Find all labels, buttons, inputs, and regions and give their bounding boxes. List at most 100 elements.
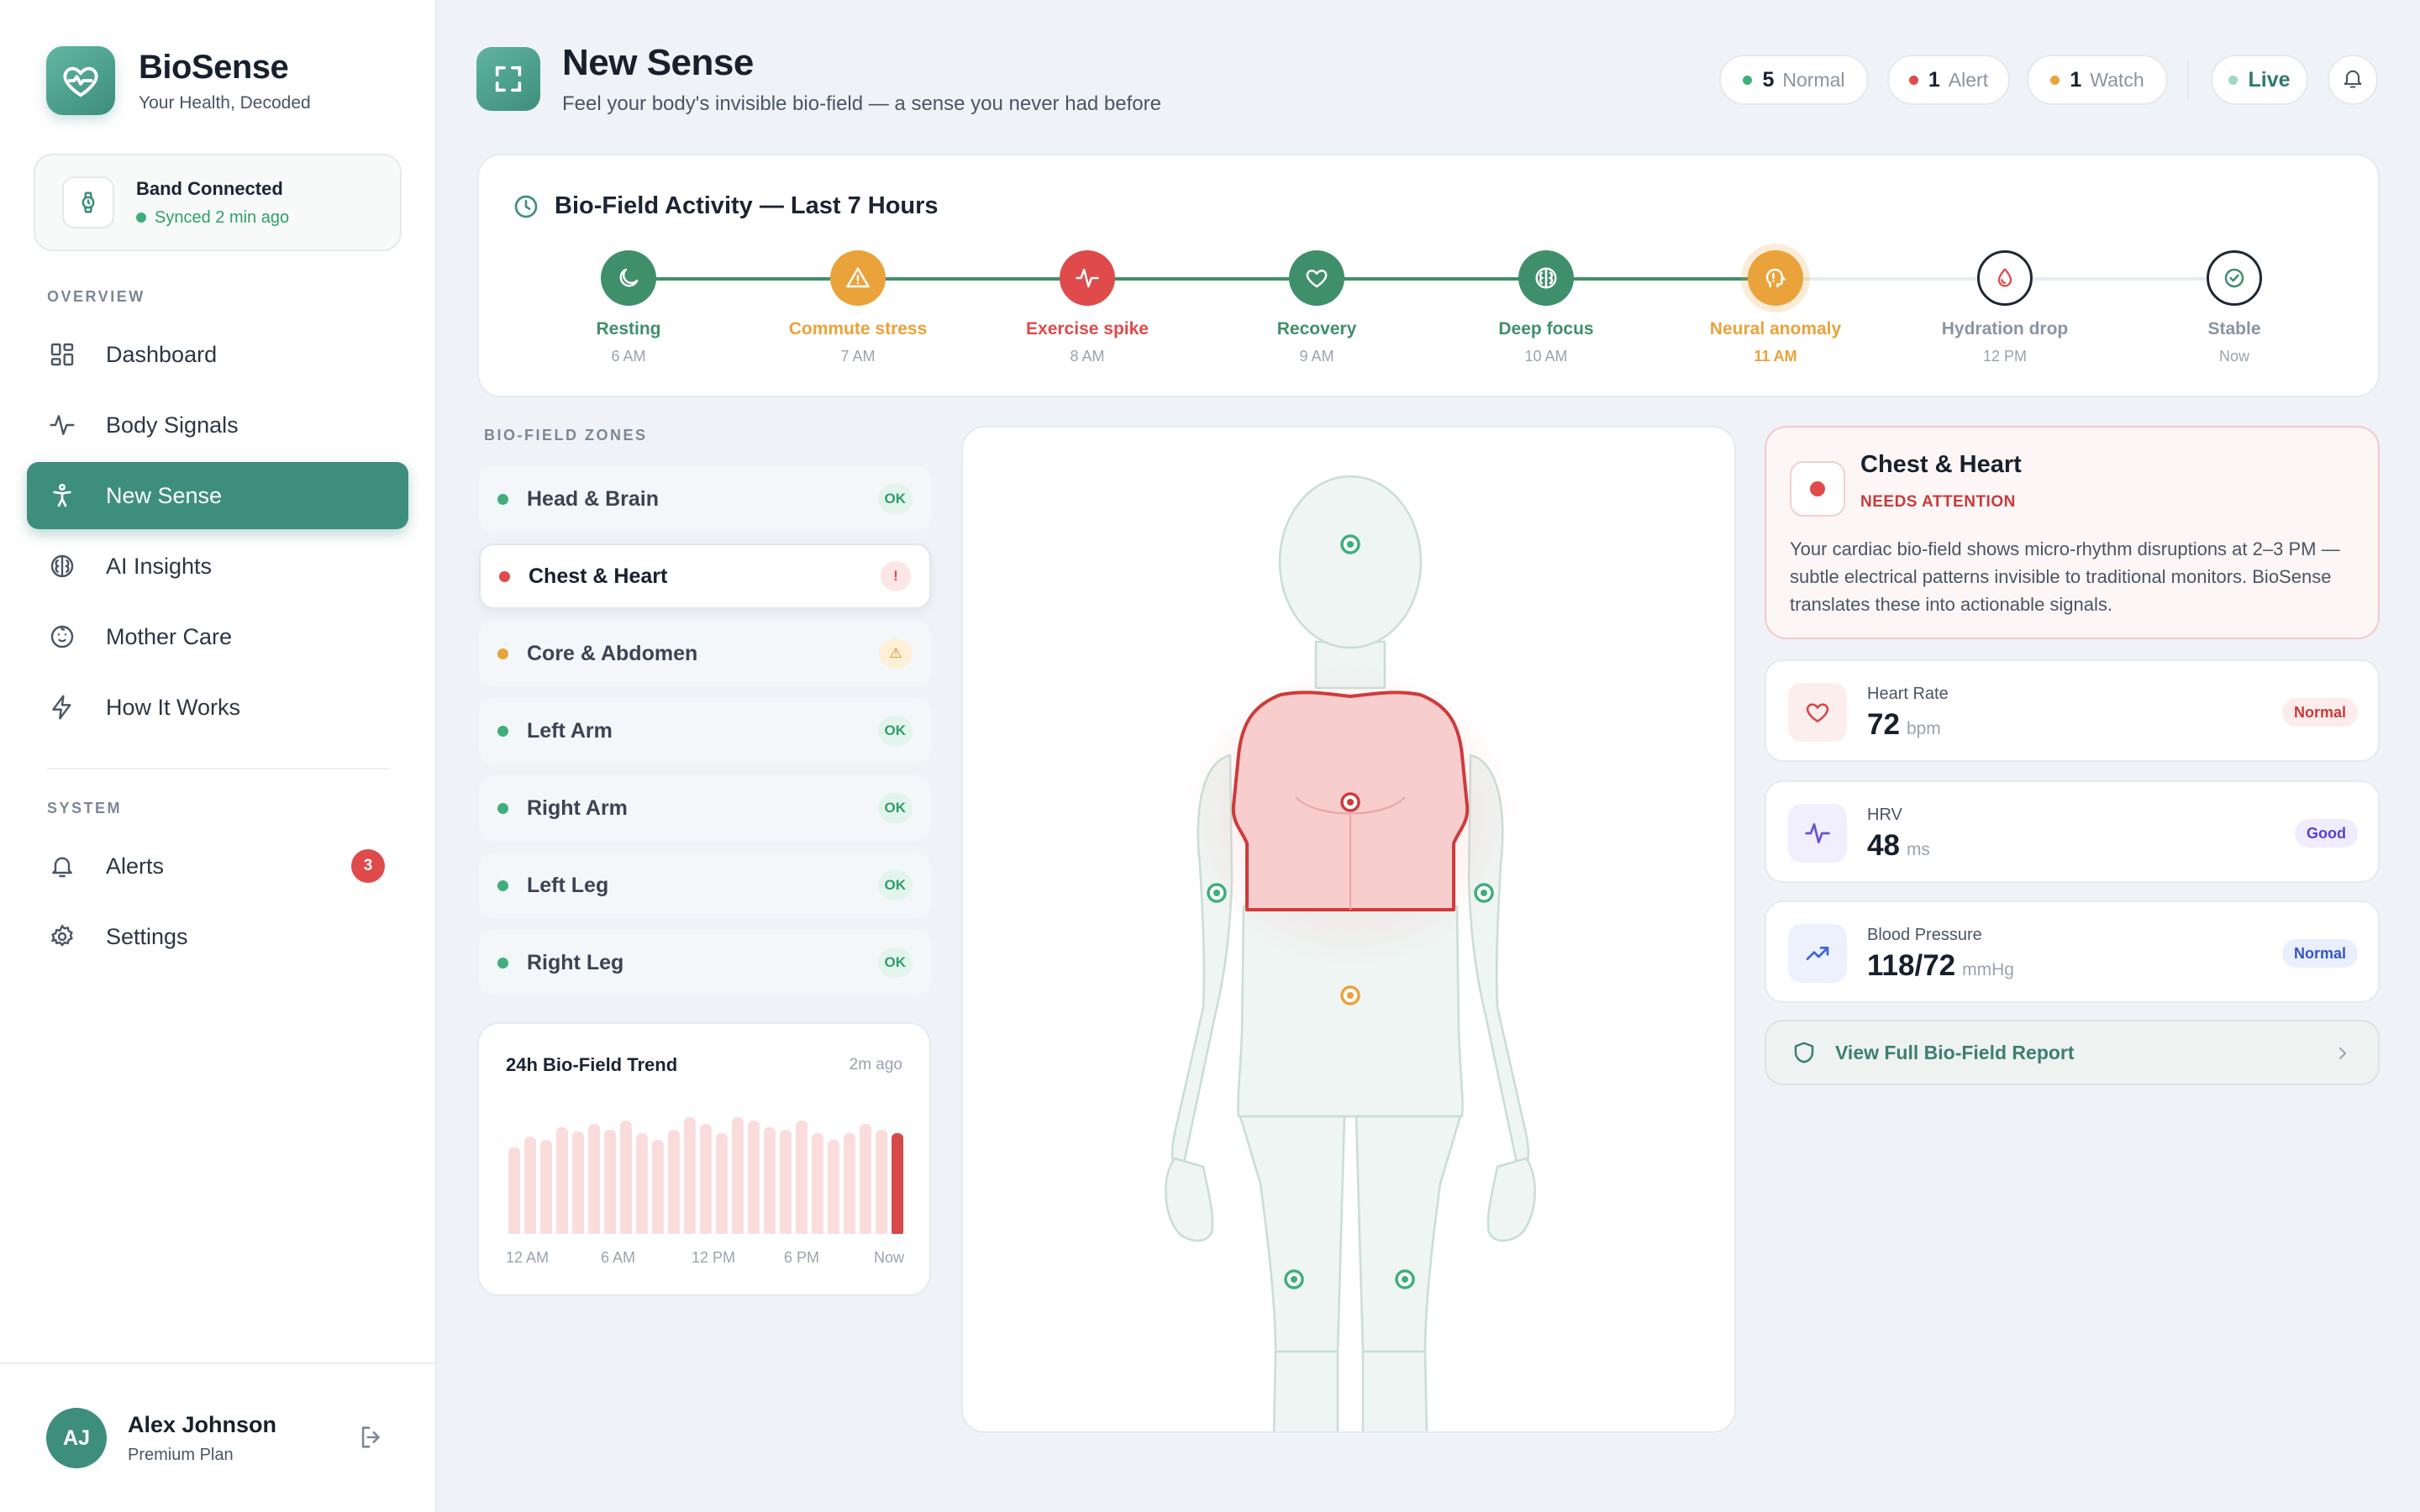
page-subtitle: Feel your body's invisible bio-field — a…	[562, 92, 1161, 115]
alert-dot-icon	[1790, 461, 1845, 517]
brand[interactable]: BioSense Your Health, Decoded	[46, 46, 311, 115]
trend-updated: 2m ago	[849, 1056, 902, 1074]
metric-hrv[interactable]: HRV 48 ms Good	[1765, 780, 2380, 883]
timeline-step-deep-focus[interactable]: Deep focus 10 AM	[1437, 250, 1655, 365]
timeline-step-resting[interactable]: Resting 6 AM	[519, 250, 738, 365]
scan-frame-icon	[476, 47, 540, 111]
status-pill-normal[interactable]: 5 Normal	[1719, 55, 1869, 105]
trend-bar	[748, 1121, 760, 1234]
timeline-step-hydration-drop[interactable]: Hydration drop 12 PM	[1896, 250, 2114, 365]
metric-status-badge: Good	[2295, 819, 2358, 848]
timeline-step-commute-stress[interactable]: Commute stress 7 AM	[749, 250, 967, 365]
nav-item-dashboard[interactable]: Dashboard	[27, 321, 408, 388]
timeline-step-exercise-spike[interactable]: Exercise spike 8 AM	[978, 250, 1197, 365]
brand-name: BioSense	[139, 48, 289, 86]
trend-bar	[619, 1121, 632, 1234]
nav-item-alerts[interactable]: Alerts 3	[27, 832, 408, 900]
page-header: New Sense Feel your body's invisible bio…	[476, 42, 1161, 116]
step-time: 12 PM	[1982, 348, 2028, 365]
nav-item-new-sense[interactable]: New Sense	[27, 462, 408, 529]
logout-icon[interactable]	[357, 1423, 386, 1456]
report-button-label: View Full Bio-Field Report	[1835, 1041, 2075, 1063]
trend-tick: 12 PM	[692, 1249, 736, 1266]
body-zone-core-abdomen	[1237, 905, 1464, 1118]
bolt-icon	[47, 692, 77, 722]
warning-icon	[830, 250, 886, 306]
avatar[interactable]: AJ	[46, 1408, 107, 1468]
body-zone-head-brain	[1278, 475, 1423, 649]
zone-core-abdomen[interactable]: Core & Abdomen ⚠	[479, 621, 931, 686]
status-pill-watch[interactable]: 1 Watch	[2027, 55, 2168, 105]
step-time: 9 AM	[1299, 348, 1334, 365]
shield-icon	[1794, 1042, 1814, 1063]
live-label: Live	[2248, 67, 2291, 92]
body-zone-right-foot	[1361, 1350, 1428, 1431]
trend-tick: Now	[874, 1249, 905, 1266]
body-zone-right-leg	[1355, 1115, 1462, 1353]
brain-icon	[47, 551, 77, 581]
step-label: Stable	[2207, 319, 2261, 339]
metric-heart-rate[interactable]: Heart Rate 72 bpm Normal	[1765, 659, 2380, 762]
metric-status-badge: Normal	[2281, 939, 2358, 968]
timeline-title: Bio-Field Activity — Last 7 Hours	[513, 192, 939, 220]
notifications-button[interactable]	[2328, 55, 2378, 105]
zone-right-arm[interactable]: Right Arm OK	[479, 775, 931, 841]
zone-head-brain[interactable]: Head & Brain OK	[479, 466, 931, 532]
alert-label: Alert	[1948, 68, 1989, 91]
metric-status-badge: Normal	[2281, 698, 2358, 727]
bio-field-activity-timeline: Bio-Field Activity — Last 7 Hours Restin…	[477, 154, 2380, 397]
heart-icon	[1788, 683, 1847, 742]
zone-right-leg[interactable]: Right Leg OK	[479, 930, 931, 995]
device-sync-status: Synced 2 min ago	[136, 208, 289, 228]
body-zone-right-hand	[1486, 1157, 1536, 1242]
check-circle-icon	[2207, 250, 2262, 306]
zone-status-badge: OK	[877, 484, 913, 514]
zone-chest-heart[interactable]: Chest & Heart !	[479, 543, 931, 609]
live-dot	[2228, 75, 2238, 85]
trend-bar-chart	[506, 1108, 906, 1234]
live-indicator[interactable]: Live	[2211, 55, 2308, 105]
timeline-step-stable[interactable]: Stable Now	[2125, 250, 2344, 365]
metric-unit: ms	[1906, 840, 1930, 859]
gear-icon	[47, 921, 77, 952]
status-pill-alert[interactable]: 1 Alert	[1887, 55, 2010, 105]
trend-bar	[860, 1123, 872, 1234]
nav-item-how-it-works[interactable]: How It Works	[27, 674, 408, 741]
status-dot	[497, 879, 508, 891]
nav-item-settings[interactable]: Settings	[27, 903, 408, 970]
nav-label: Body Signals	[106, 412, 239, 438]
step-time: 10 AM	[1524, 348, 1568, 365]
zone-status-badge: ⚠	[879, 638, 913, 669]
detail-title: Chest & Heart	[1860, 451, 2022, 478]
timeline-step-neural-anomaly[interactable]: Neural anomaly 11 AM	[1666, 250, 1885, 365]
sidebar: BioSense Your Health, Decoded Band Conne…	[0, 0, 437, 1512]
view-report-button[interactable]: View Full Bio-Field Report	[1765, 1020, 2380, 1085]
bell-icon	[2341, 66, 2365, 94]
status-dot	[499, 570, 510, 582]
bell-icon	[47, 851, 77, 881]
alert-count: 1	[1928, 67, 1940, 92]
trend-bar	[876, 1130, 888, 1234]
user-name: Alex Johnson	[128, 1411, 277, 1437]
zone-left-arm[interactable]: Left Arm OK	[479, 698, 931, 764]
zone-name: Left Leg	[527, 873, 609, 897]
metric-value: 72 bpm	[1867, 708, 1941, 742]
timeline-step-recovery[interactable]: Recovery 9 AM	[1207, 250, 1426, 365]
user-profile: AJ Alex Johnson Premium Plan	[0, 1362, 435, 1512]
timeline-title-text: Bio-Field Activity — Last 7 Hours	[555, 192, 939, 219]
zone-left-leg[interactable]: Left Leg OK	[479, 853, 931, 918]
nav-label: Dashboard	[106, 341, 218, 367]
header-divider	[2187, 60, 2189, 99]
nav-item-ai-insights[interactable]: AI Insights	[27, 533, 408, 600]
nav-item-body-signals[interactable]: Body Signals	[27, 391, 408, 459]
trend-tick: 6 PM	[784, 1249, 820, 1266]
watch-icon	[62, 176, 114, 228]
nav-item-mother-care[interactable]: Mother Care	[27, 603, 408, 670]
metric-blood-pressure[interactable]: Blood Pressure 118/72 mmHg Normal	[1765, 900, 2380, 1003]
step-label: Exercise spike	[1026, 319, 1149, 339]
brand-tagline: Your Health, Decoded	[139, 92, 311, 113]
body-map	[961, 426, 1736, 1433]
device-status-card[interactable]: Band Connected Synced 2 min ago	[34, 154, 402, 251]
nav-label: Settings	[106, 923, 188, 949]
trend-bar	[700, 1123, 712, 1234]
